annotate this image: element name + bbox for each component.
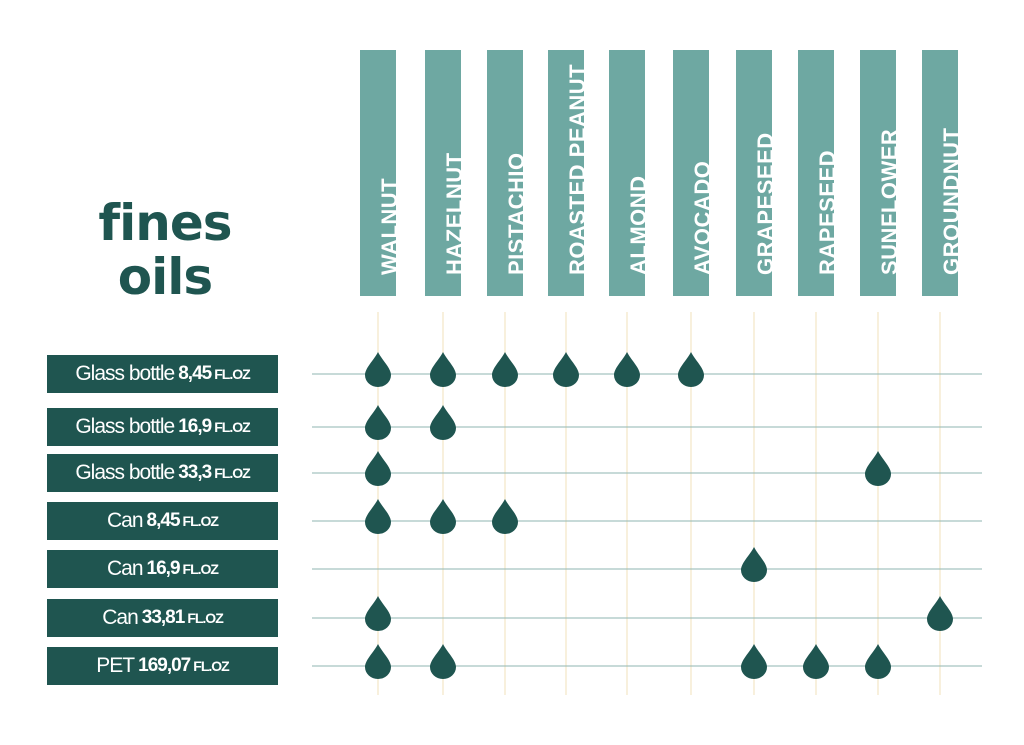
row-label: Can 8,45 FL.OZ — [47, 502, 278, 540]
row-volume: 33,81 — [141, 607, 186, 628]
oil-drop-icon — [365, 596, 391, 631]
row-unit: FL.OZ — [214, 465, 250, 481]
row-container: Can — [107, 557, 144, 580]
oil-drop-icon — [430, 644, 456, 679]
row-unit: FL.OZ — [187, 610, 223, 626]
column-header-hazelnut: HAZELNUT — [425, 50, 467, 296]
oil-drop-icon — [365, 499, 391, 534]
row-unit: FL.OZ — [214, 366, 250, 382]
row-container: PET — [96, 654, 135, 677]
oil-drop-icon — [553, 352, 579, 387]
column-header-roasted-peanut: ROASTED PEANUT — [548, 50, 590, 296]
row-container: Can — [102, 606, 139, 629]
oil-drop-icon — [430, 352, 456, 387]
row-label: Can 16,9 FL.OZ — [47, 550, 278, 588]
oil-drop-icon — [865, 644, 891, 679]
row-volume: 16,9 — [146, 558, 181, 579]
row-label: PET 169,07 FL.OZ — [47, 647, 278, 685]
column-header-sunflower: SUNFLOWER — [860, 50, 902, 296]
oil-drop-icon — [365, 352, 391, 387]
column-header-grapeseed: GRAPESEED — [736, 50, 778, 296]
row-volume: 8,45 — [146, 510, 181, 531]
oil-drop-icon — [365, 451, 391, 486]
oil-drop-icon — [741, 547, 767, 582]
oil-drop-icon — [492, 499, 518, 534]
row-unit: FL.OZ — [193, 658, 229, 674]
row-unit: FL.OZ — [182, 561, 219, 577]
row-volume: 33,3 — [178, 462, 212, 483]
oil-drop-icon — [365, 405, 391, 440]
oil-drop-icon — [430, 499, 456, 534]
row-container: Glass bottle — [75, 362, 175, 385]
row-unit: FL.OZ — [214, 419, 250, 435]
column-header-almond: ALMOND — [609, 50, 651, 296]
title-line-2: oils — [117, 248, 213, 306]
oil-drop-icon — [614, 352, 640, 387]
row-volume: 16,9 — [178, 416, 212, 437]
row-container: Glass bottle — [75, 461, 175, 484]
oil-drop-icon — [803, 644, 829, 679]
title-line-1: fines — [98, 194, 232, 252]
row-volume: 169,07 — [138, 655, 191, 676]
oil-drop-icon — [365, 644, 391, 679]
column-header-pistachio: PISTACHIO — [487, 50, 529, 296]
oil-drop-icon — [927, 596, 953, 631]
column-header-walnut: WALNUT — [360, 50, 402, 296]
oil-drop-icon — [741, 644, 767, 679]
oil-drop-icon — [678, 352, 704, 387]
row-label: Glass bottle 8,45 FL.OZ — [47, 355, 278, 393]
oil-drop-icon — [865, 451, 891, 486]
oil-drop-icon — [430, 405, 456, 440]
column-header-rapeseed: RAPESEED — [798, 50, 840, 296]
row-label: Can 33,81 FL.OZ — [47, 599, 278, 637]
page-title: fines oils — [60, 196, 270, 304]
row-container: Glass bottle — [75, 415, 175, 438]
row-label: Glass bottle 16,9 FL.OZ — [47, 408, 278, 446]
column-header-avocado: AVOCADO — [673, 50, 715, 296]
row-volume: 8,45 — [178, 363, 212, 384]
oil-drop-icon — [492, 352, 518, 387]
column-header-groundnut: GROUNDNUT — [922, 50, 964, 296]
row-unit: FL.OZ — [182, 513, 219, 529]
row-container: Can — [107, 509, 144, 532]
row-label: Glass bottle 33,3 FL.OZ — [47, 454, 278, 492]
